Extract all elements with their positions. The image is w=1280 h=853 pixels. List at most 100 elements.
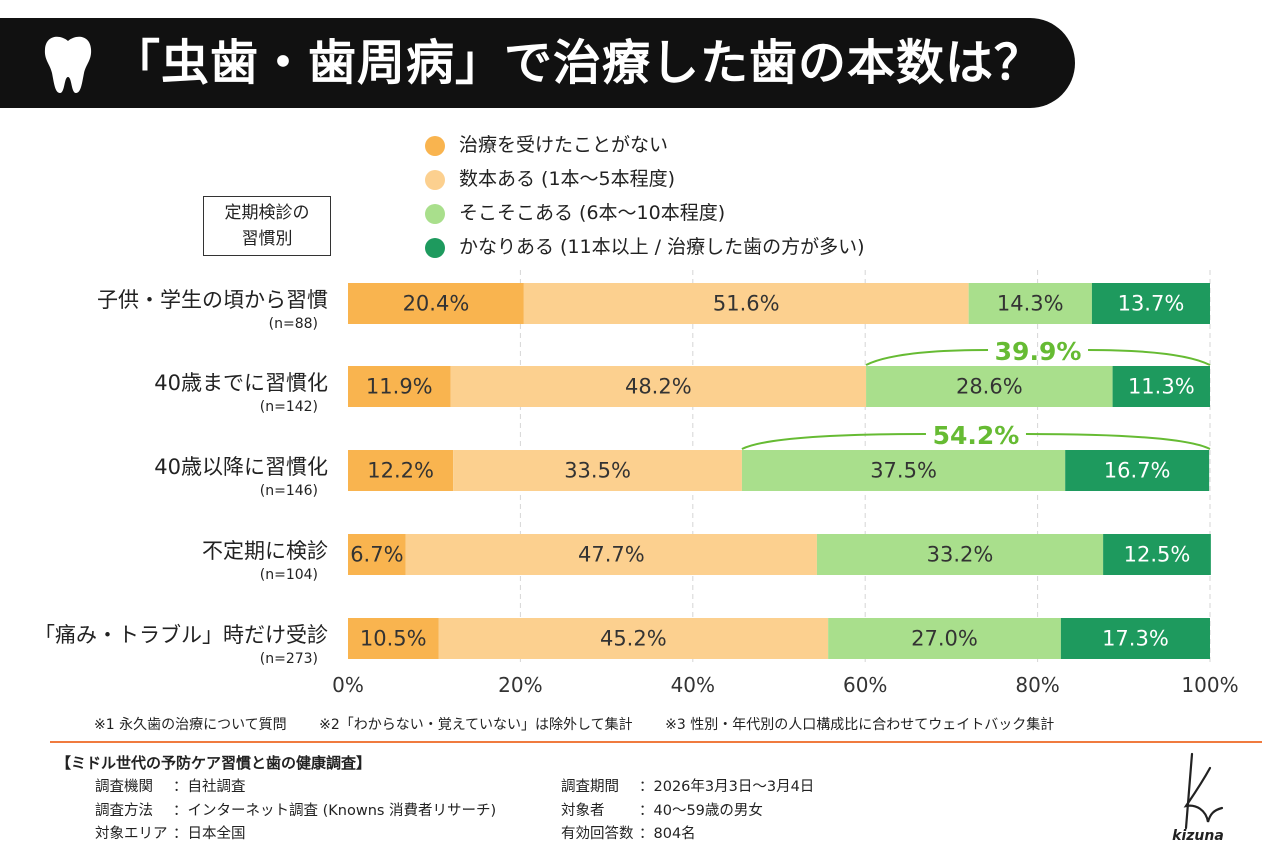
data-label: 14.3% (997, 292, 1064, 316)
divider (50, 741, 1262, 743)
survey-value: ：日本全国 (173, 826, 246, 842)
data-label: 28.6% (956, 375, 1023, 399)
bar-segment (741, 450, 1066, 491)
data-label: 33.5% (564, 459, 631, 483)
bar-segment (348, 450, 454, 491)
group-axis-label: 定期検診の 習慣別 (203, 196, 331, 256)
data-label: 47.7% (578, 543, 645, 567)
data-label: 20.4% (403, 292, 470, 316)
bar-segment (453, 450, 742, 491)
annotation-bracket (741, 433, 926, 450)
bar-segment (348, 283, 524, 324)
data-label: 12.5% (1124, 543, 1191, 567)
bar-segment (348, 618, 439, 659)
data-label: 11.9% (366, 375, 433, 399)
annotation-bracket (1088, 349, 1211, 366)
footnote: ※2「わからない・覚えていない」は除外して集計 (319, 717, 633, 733)
bar-segment (523, 283, 969, 324)
data-label: 13.7% (1118, 292, 1185, 316)
legend-item: 数本ある (1本〜5本程度) (425, 164, 865, 198)
data-label: 48.2% (625, 375, 692, 399)
survey-key: 対象者 (561, 802, 605, 819)
bar-segment (348, 366, 451, 407)
bar-segment (816, 534, 1104, 575)
bar-segment (438, 618, 829, 659)
survey-value: ：2026年3月3日〜3月4日 (639, 779, 815, 795)
bar-segment (828, 618, 1061, 659)
bar-segment (866, 366, 1113, 407)
category-n-label: (n=146) (260, 483, 318, 499)
group-label-line: 定期検診の (224, 203, 310, 223)
bar-segment (1091, 283, 1210, 324)
category-label: 子供・学生の頃から習慣 (97, 288, 328, 312)
legend-label: 数本ある (1本〜5本程度) (459, 168, 676, 190)
legend-label: かなりある (11本以上 / 治療した歯の方が多い) (459, 236, 865, 258)
data-label: 12.2% (367, 459, 434, 483)
group-label-line: 習慣別 (241, 229, 293, 249)
footnote: ※3 性別・年代別の人口構成比に合わせてウェイトバック集計 (665, 717, 1055, 733)
footnote: ※1 永久歯の治療について質問 (94, 717, 287, 733)
bar-segment (450, 366, 867, 407)
x-tick-label: 40% (671, 673, 715, 697)
bar-segment (405, 534, 817, 575)
legend-label: そこそこある (6本〜10本程度) (459, 202, 726, 224)
legend-label: 治療を受けたことがない (459, 134, 669, 156)
survey-key: 対象エリア (95, 826, 168, 842)
data-label: 11.3% (1128, 375, 1195, 399)
stacked-bar-chart: 0% 20% 40% 60% 80% 100% 20.4% 51.6% 14.3% 13.7% 子供… (34, 270, 1239, 697)
footnotes: ※1 永久歯の治療について質問 ※2「わからない・覚えていない」は除外して集計 … (94, 714, 1082, 734)
legend-swatch (425, 238, 445, 258)
annotation-label: 39.9% (995, 337, 1082, 366)
survey-info-left: 調査機関 ：自社調査 調査方法 ：インターネット調査 (Knowns 消費者リサーチ… (95, 776, 496, 847)
x-tick-label: 100% (1181, 673, 1238, 697)
bar-segment (1060, 618, 1210, 659)
survey-value: ：804名 (639, 826, 696, 842)
survey-key: 調査期間 (561, 779, 619, 795)
bar-segment (1103, 534, 1211, 575)
category-n-label: (n=142) (260, 399, 318, 415)
x-tick-label: 80% (1015, 673, 1059, 697)
data-label: 6.7% (350, 543, 403, 567)
survey-value: ：40〜59歳の男女 (639, 802, 763, 819)
x-tick-label: 0% (332, 673, 364, 697)
category-n-label: (n=104) (260, 567, 318, 583)
annotation-bracket (1025, 433, 1211, 450)
legend-item: 治療を受けたことがない (425, 130, 865, 164)
page-title: 「虫歯・歯周病」で治療した歯の本数は？ (112, 35, 1044, 91)
kizuna-logo-text: kizuna (1172, 828, 1224, 844)
data-label: 27.0% (911, 627, 978, 651)
kizuna-logo-mark (1183, 752, 1224, 830)
data-label: 33.2% (927, 543, 994, 567)
data-label: 17.3% (1102, 627, 1169, 651)
survey-value: ：自社調査 (173, 779, 246, 795)
survey-title: 【ミドル世代の予防ケア習慣と歯の健康調査】 (56, 754, 372, 772)
category-n-label: (n=88) (269, 316, 318, 332)
survey-key: 調査機関 (95, 779, 153, 795)
bar-segment (1065, 450, 1210, 491)
legend: 治療を受けたことがない 数本ある (1本〜5本程度) そこそこある (6本〜10… (425, 130, 865, 266)
survey-key: 有効回答数 (561, 826, 634, 842)
data-label: 45.2% (600, 627, 667, 651)
legend-swatch (425, 136, 445, 156)
data-label: 10.5% (360, 627, 427, 651)
category-label: 「痛み・トラブル」時だけ受診 (34, 623, 328, 647)
bar-segment (1112, 366, 1210, 407)
data-label: 16.7% (1104, 459, 1171, 483)
annotation-bracket (865, 349, 989, 366)
category-n-label: (n=273) (260, 651, 318, 667)
bar-segment (348, 534, 406, 575)
survey-value: ：インターネット調査 (Knowns 消費者リサーチ) (173, 802, 497, 819)
bar-segment (968, 283, 1092, 324)
annotation-label: 54.2% (933, 421, 1020, 450)
data-label: 51.6% (713, 292, 780, 316)
category-label: 40歳までに習慣化 (154, 371, 328, 395)
legend-item: そこそこある (6本〜10本程度) (425, 198, 865, 232)
category-label: 不定期に検診 (202, 539, 328, 563)
tooth-icon (44, 36, 92, 93)
data-label: 37.5% (870, 459, 937, 483)
legend-swatch (425, 204, 445, 224)
survey-info-right: 調査期間 ：2026年3月3日〜3月4日 対象者 ：40〜59歳の男女 有効回答数 ：… (561, 776, 814, 847)
x-tick-label: 20% (498, 673, 542, 697)
survey-key: 調査方法 (95, 802, 153, 819)
x-tick-label: 60% (843, 673, 887, 697)
